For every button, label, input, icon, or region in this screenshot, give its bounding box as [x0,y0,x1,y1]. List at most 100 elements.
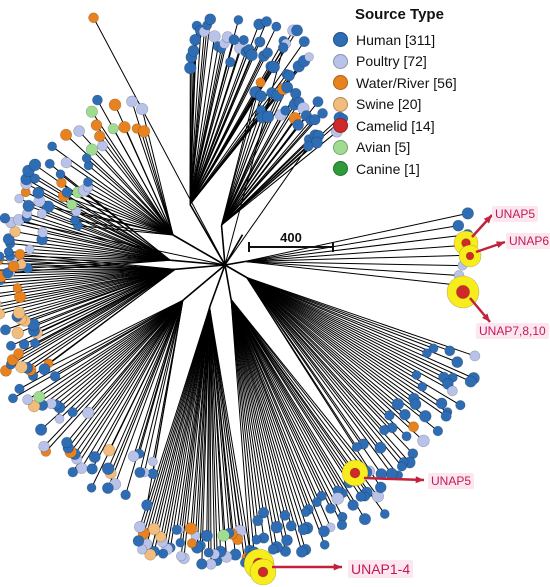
isolate-tip [281,534,293,547]
scale-bar-tick-right [332,242,334,252]
terminal-branch [209,307,230,534]
isolate-tip [97,140,108,152]
isolate-tip [391,398,404,411]
terminal-branch [230,299,288,541]
terminal-branch [153,307,211,552]
isolate-tip [379,424,390,436]
isolate-tip [267,60,280,74]
isolate-tip [60,157,72,169]
terminal-branch [246,277,449,385]
terminal-branch [76,300,184,460]
isolate-tip [73,125,85,137]
legend-item-poultry: Poultry [72] [333,51,543,73]
terminal-branch [246,277,416,405]
isolate-tip [374,481,387,494]
isolate-tip [88,12,99,24]
terminal-branch [230,299,307,513]
terminal-branch [91,300,184,470]
isolate-tip [254,36,266,48]
isolate-tip [217,529,230,542]
isolate-tip [428,343,439,354]
isolate-tip [261,16,272,27]
terminal-branch [0,268,176,311]
terminal-branch [4,217,226,266]
terminal-branch [59,299,184,408]
isolate-tip [118,121,131,134]
callout-arrowhead [496,241,505,249]
terminal-branch [16,268,176,318]
isolate-tip [189,33,202,46]
terminal-branch [189,39,245,205]
terminal-branch [230,299,255,553]
legend-item-swine: Swine [20] [333,94,543,116]
terminal-branch [244,234,468,263]
terminal-branch [244,244,469,263]
terminal-branch [230,299,343,518]
terminal-branch [246,277,407,437]
terminal-branch [246,277,403,467]
isolate-tip [18,338,30,350]
internal-branch [224,260,245,266]
legend-item-avian: Avian [5] [333,137,543,159]
isolate-tip [277,42,289,53]
isolate-tip [101,462,115,475]
isolate-tip [271,21,282,32]
isolate-tip [245,48,258,62]
terminal-branch [230,299,286,552]
terminal-branch [63,195,174,236]
terminal-branch [143,300,184,473]
isolate-tip [233,15,244,25]
isolate-tip [133,520,146,533]
isolate-tip [55,169,66,180]
isolate-tip [5,340,16,351]
isolate-tip [317,108,328,119]
terminal-branch [77,225,174,236]
legend-swatch-human [333,32,348,48]
terminal-branch [230,299,309,510]
terminal-branch [189,46,219,205]
terminal-branch [230,299,306,550]
isolate-tip [88,451,101,464]
terminal-branch [72,300,184,413]
isolate-tip [417,381,428,392]
terminal-branch [56,299,184,406]
isolate-tip [451,356,464,368]
terminal-branch [246,277,426,417]
terminal-branch [246,277,442,404]
terminal-branch [21,259,171,265]
isolate-tip [3,246,14,257]
terminal-branch [8,238,171,261]
isolate-tip [103,444,116,457]
isolate-tip [312,96,324,108]
terminal-branch [96,99,174,236]
terminal-branch [230,299,292,527]
terminal-branch [51,299,184,405]
terminal-branch [246,277,471,383]
terminal-branch [221,107,304,226]
terminal-branch [76,210,174,236]
terminal-branch [189,56,310,205]
terminal-branch [30,268,176,371]
terminal-branch [230,299,367,473]
isolate-tip [14,383,25,395]
isolate-tip [469,350,481,362]
terminal-branch [33,299,184,407]
isolate-tip [29,173,41,184]
isolate-tip [86,463,98,475]
terminal-branch [87,300,184,414]
terminal-branch [230,299,274,550]
terminal-branch [10,255,171,261]
isolate-tip [60,128,73,141]
isolate-tip [203,547,214,558]
callout-unap1-4: UNAP1-4 [348,560,414,578]
isolate-tip [435,397,448,410]
isolate-tip [155,531,167,543]
terminal-branch [49,163,171,261]
camelid-isolate [456,285,470,299]
terminal-branch [230,299,366,520]
isolate-tip [422,348,432,359]
terminal-branch [136,128,174,236]
terminal-branch [166,307,211,550]
isolate-tip [36,208,48,219]
isolate-tip [296,545,308,558]
